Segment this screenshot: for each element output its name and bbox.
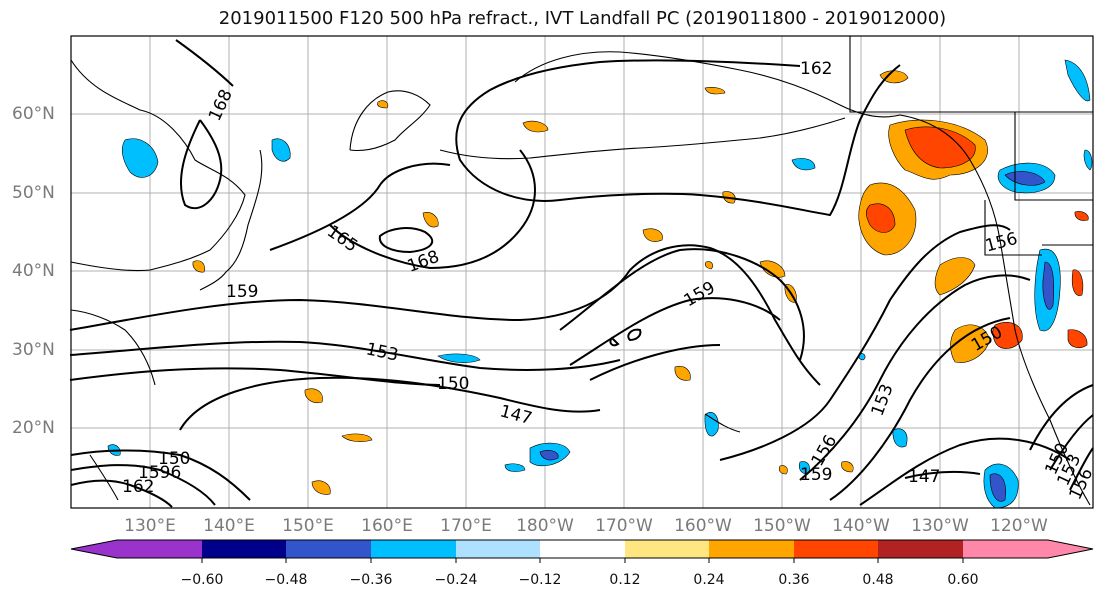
shading (107, 59, 1093, 509)
colorbar-tick-label: 0.12 (609, 572, 641, 588)
contours (69, 39, 1094, 508)
contour-label: 162 (122, 477, 154, 497)
colorbar-tick-label: −0.60 (180, 572, 224, 588)
colorbar-segment (794, 540, 878, 558)
lat-label: 20°N (12, 418, 55, 438)
colorbar-segment (878, 540, 963, 558)
colorbar (70, 539, 1094, 563)
colorbar-segment (963, 540, 1093, 558)
colorbar-tick-label: −0.24 (434, 572, 478, 588)
contour-label: 150 (158, 449, 190, 469)
lon-label: 150°E (282, 516, 334, 536)
colorbar-tick-label: −0.48 (264, 572, 308, 588)
contour-label: 159 (226, 282, 258, 302)
map-frame (70, 35, 1094, 509)
contour-label: 150 (437, 374, 469, 394)
lon-label: 130°W (911, 516, 969, 536)
colorbar-tick-label: −0.36 (349, 572, 393, 588)
colorbar-segment (371, 540, 456, 558)
lon-label: 170°E (440, 516, 492, 536)
contour-label: 159 (800, 465, 832, 485)
colorbar-segment (625, 540, 709, 558)
coastline (70, 36, 1093, 506)
colorbar-tick-label: 0.60 (947, 572, 979, 588)
colorbar-tick-label: −0.12 (518, 572, 562, 588)
lon-label: 160°E (361, 516, 413, 536)
contour-label: 162 (800, 59, 832, 79)
lon-label: 180°W (516, 516, 574, 536)
colorbar-tick-label: 0.36 (778, 572, 810, 588)
map-panel (71, 36, 1093, 508)
graticule (71, 36, 1093, 508)
lat-label: 60°N (12, 104, 55, 124)
colorbar-tick-label: 0.24 (693, 572, 725, 588)
colorbar-segment (286, 540, 371, 558)
lon-label: 140°W (832, 516, 890, 536)
colorbar-segment (71, 540, 202, 558)
colorbar-segment (202, 540, 286, 558)
lon-label: 150°W (753, 516, 811, 536)
lon-label: 170°W (595, 516, 653, 536)
lat-label: 50°N (12, 183, 55, 203)
lat-label: 30°N (12, 340, 55, 360)
colorbar-segment (540, 540, 625, 558)
lat-label: 40°N (12, 261, 55, 281)
contour-label: 147 (908, 467, 940, 487)
contour-label: 1596 (138, 463, 181, 483)
lon-label: 120°W (990, 516, 1048, 536)
lon-label: 130°E (124, 516, 176, 536)
lon-label: 140°E (203, 516, 255, 536)
lon-label: 160°W (674, 516, 732, 536)
colorbar-segment (456, 540, 540, 558)
colorbar-tick-label: 0.48 (862, 572, 894, 588)
map-title: 2019011500 F120 500 hPa refract., IVT La… (218, 8, 947, 29)
colorbar-segment (709, 540, 794, 558)
